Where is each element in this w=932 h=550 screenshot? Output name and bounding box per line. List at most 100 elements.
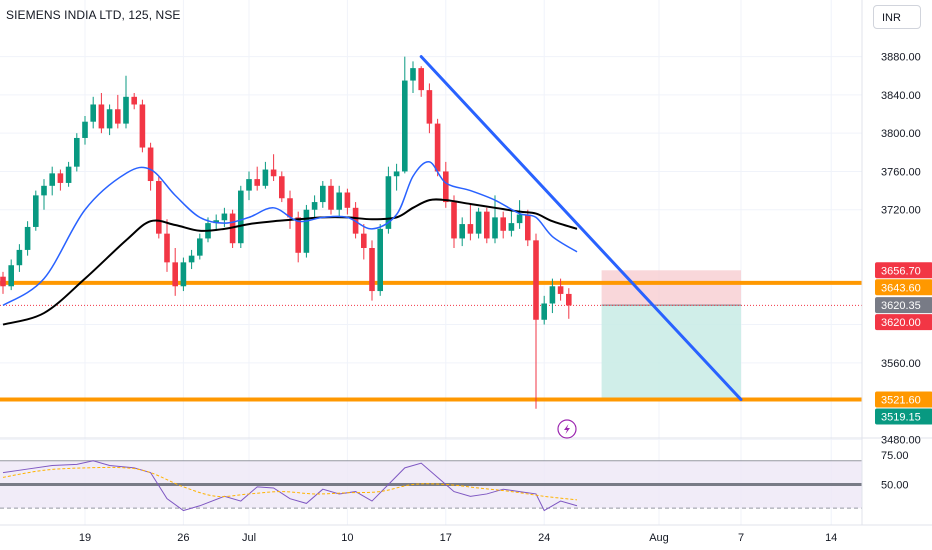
moving-averages xyxy=(2,161,578,326)
candle-body xyxy=(49,173,55,186)
support-lines[interactable] xyxy=(0,280,862,402)
candle-body xyxy=(311,202,318,210)
candlestick-series xyxy=(0,56,572,409)
rsi-line xyxy=(2,460,578,512)
candle-body xyxy=(262,169,269,186)
time-tick-label: 24 xyxy=(538,532,550,544)
price-tag-label: 3521.60 xyxy=(881,395,921,407)
rsi-pane xyxy=(0,437,932,512)
candle-body xyxy=(328,185,334,210)
candle-body xyxy=(115,109,121,124)
candle-body xyxy=(475,211,482,234)
candle-body xyxy=(451,202,457,239)
candle-body xyxy=(361,233,367,248)
price-tag-label: 3643.60 xyxy=(881,282,921,294)
candle-body xyxy=(344,192,351,208)
candle-body xyxy=(164,233,170,263)
candle-body xyxy=(221,213,228,221)
candle-body xyxy=(295,217,301,253)
target-zone xyxy=(601,305,741,400)
candle-body xyxy=(0,276,6,287)
time-tick-label: 17 xyxy=(440,532,452,544)
candle-body xyxy=(33,195,39,227)
price-grid xyxy=(0,0,862,525)
candle-body xyxy=(484,211,490,239)
time-tick-label: 14 xyxy=(825,532,837,544)
candle-body xyxy=(106,109,113,129)
candle-body xyxy=(393,171,400,177)
candle-body xyxy=(434,123,441,172)
time-tick-label: 26 xyxy=(177,532,189,544)
candle-body xyxy=(238,190,244,244)
candle-body xyxy=(549,286,556,304)
candle-body xyxy=(41,185,47,196)
time-tick-label: 7 xyxy=(738,532,744,544)
candle-body xyxy=(566,293,572,306)
price-tick-label: 3480.00 xyxy=(881,434,921,446)
rsi-tick-label: 75.00 xyxy=(881,450,909,462)
descending-trendline xyxy=(419,55,743,402)
candle-body xyxy=(123,96,129,124)
candle-body xyxy=(82,121,88,138)
candle-body xyxy=(131,96,137,105)
time-tick-label: Aug xyxy=(649,532,669,544)
price-tag-bg xyxy=(875,391,932,408)
price-tick-label: 3800.00 xyxy=(881,128,921,140)
candle-body xyxy=(287,198,293,218)
long-position-tool[interactable] xyxy=(601,270,741,400)
candle-body xyxy=(139,104,146,148)
rsi-tick-label: 50.00 xyxy=(881,479,909,491)
candle-body xyxy=(369,248,375,292)
candle-body xyxy=(418,68,424,91)
price-tick-label: 3880.00 xyxy=(881,52,921,64)
trendline-drawing[interactable] xyxy=(419,55,743,402)
fast-ema-line xyxy=(2,161,578,307)
candle-body xyxy=(16,249,23,266)
candle-body xyxy=(320,185,326,203)
lightning-icon xyxy=(564,424,570,434)
candle-body xyxy=(467,224,474,234)
candle-body xyxy=(188,255,195,263)
price-tick-label: 3720.00 xyxy=(881,205,921,217)
price-tag-bg xyxy=(875,408,932,425)
candle-body xyxy=(533,240,539,320)
candle-body xyxy=(213,220,219,224)
candle-body xyxy=(98,104,105,129)
candle-body xyxy=(197,238,203,256)
candle-body xyxy=(336,192,342,210)
candle-body xyxy=(24,226,31,250)
candle-body xyxy=(557,286,564,294)
candle-body xyxy=(270,169,277,177)
candle-body xyxy=(459,224,465,239)
price-tags: 3656.70 3643.60 3620.35 3620.00 3521.60 3519.… xyxy=(875,262,932,425)
price-tag-bg xyxy=(875,279,932,296)
candle-body xyxy=(254,179,260,186)
candle-body xyxy=(525,214,531,241)
candle-body xyxy=(508,223,515,231)
price-tag-bg xyxy=(875,262,932,279)
candle-body xyxy=(303,209,310,253)
currency-button[interactable]: INR xyxy=(873,5,921,29)
time-tick-label: 19 xyxy=(79,532,91,544)
candle-body xyxy=(246,179,252,191)
candle-body xyxy=(180,262,187,287)
candle-body xyxy=(541,303,547,320)
candle-body xyxy=(516,214,523,224)
price-tag-label: 3656.70 xyxy=(881,265,921,277)
stop-loss-zone xyxy=(601,270,741,306)
candle-body xyxy=(279,176,285,199)
candle-body xyxy=(443,171,449,203)
candle-body xyxy=(402,80,408,172)
candle-body xyxy=(172,262,178,287)
price-tag-bg xyxy=(875,314,932,331)
time-tick-label: Jul xyxy=(242,532,256,544)
candle-body xyxy=(8,265,14,287)
candle-body xyxy=(385,176,392,229)
time-tick-label: 10 xyxy=(341,532,353,544)
candle-body xyxy=(156,181,162,234)
price-tag-label: 3620.35 xyxy=(881,300,921,312)
candle-body xyxy=(147,147,154,182)
candle-body xyxy=(65,166,72,183)
